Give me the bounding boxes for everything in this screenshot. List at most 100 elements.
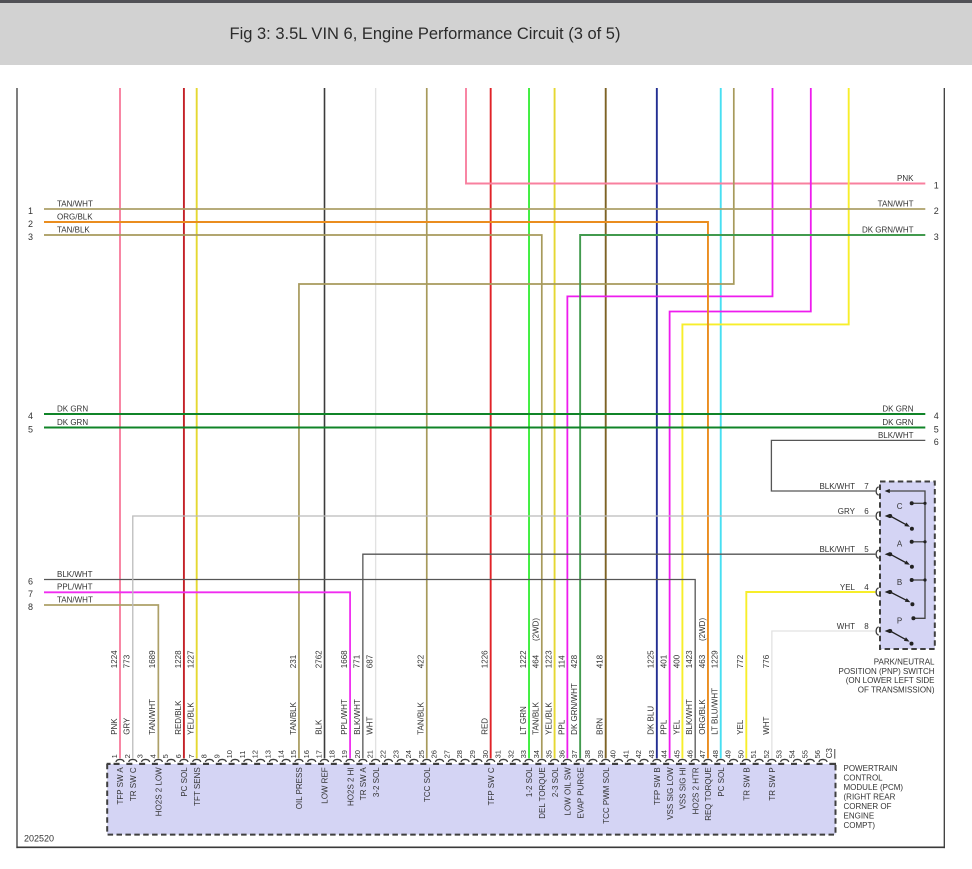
svg-text:3: 3 — [28, 232, 33, 242]
svg-text:8: 8 — [864, 622, 869, 631]
svg-text:4: 4 — [864, 583, 869, 592]
svg-text:6: 6 — [28, 576, 33, 586]
svg-text:TAN/WHT: TAN/WHT — [57, 595, 93, 604]
svg-text:401: 401 — [660, 654, 669, 668]
svg-text:54: 54 — [788, 750, 797, 758]
svg-text:1423: 1423 — [685, 650, 694, 668]
svg-text:418: 418 — [596, 654, 605, 668]
svg-text:45: 45 — [672, 750, 681, 758]
svg-text:43: 43 — [647, 750, 656, 758]
svg-text:12: 12 — [251, 750, 260, 758]
svg-text:1: 1 — [110, 754, 119, 758]
svg-text:50: 50 — [736, 750, 745, 758]
svg-text:LOW OIL SW: LOW OIL SW — [564, 767, 573, 816]
svg-text:DK GRN: DK GRN — [882, 418, 913, 427]
svg-text:(2WD): (2WD) — [532, 618, 541, 641]
svg-text:771: 771 — [353, 654, 362, 668]
svg-text:7: 7 — [187, 754, 196, 758]
svg-text:5: 5 — [864, 545, 869, 554]
svg-text:PARK/NEUTRAL: PARK/NEUTRAL — [874, 658, 935, 667]
svg-text:3: 3 — [934, 232, 939, 242]
svg-text:8: 8 — [200, 754, 209, 758]
svg-text:48: 48 — [711, 750, 720, 758]
svg-text:TAN/BLK: TAN/BLK — [57, 225, 90, 234]
svg-text:42: 42 — [634, 750, 643, 758]
svg-text:ORG/BLK: ORG/BLK — [57, 212, 93, 221]
svg-text:22: 22 — [379, 750, 388, 758]
svg-text:TAN/BLK: TAN/BLK — [417, 701, 426, 734]
svg-text:27: 27 — [442, 750, 451, 758]
svg-text:PPL/WHT: PPL/WHT — [340, 699, 349, 735]
svg-text:TFP SW B: TFP SW B — [653, 767, 662, 805]
svg-text:(RIGHT REAR: (RIGHT REAR — [844, 793, 896, 802]
svg-text:P: P — [897, 617, 902, 626]
svg-text:231: 231 — [289, 654, 298, 668]
svg-text:TAN/BLK: TAN/BLK — [289, 701, 298, 734]
svg-text:TFT SENS: TFT SENS — [193, 767, 202, 806]
svg-text:40: 40 — [609, 750, 618, 758]
svg-text:20: 20 — [353, 750, 362, 758]
svg-text:2: 2 — [28, 219, 33, 229]
svg-text:17: 17 — [315, 750, 324, 758]
svg-text:14: 14 — [276, 750, 285, 758]
svg-text:YEL: YEL — [840, 583, 856, 592]
svg-text:422: 422 — [417, 654, 426, 668]
svg-text:38: 38 — [583, 750, 592, 758]
svg-text:POSITION (PNP) SWITCH: POSITION (PNP) SWITCH — [839, 667, 935, 676]
svg-text:TR SW C: TR SW C — [129, 767, 138, 801]
svg-text:GRY: GRY — [838, 507, 856, 516]
svg-text:1228: 1228 — [174, 650, 183, 668]
svg-text:32: 32 — [506, 750, 515, 758]
svg-text:TFP SW C: TFP SW C — [487, 767, 496, 805]
svg-text:16: 16 — [302, 750, 311, 758]
svg-text:25: 25 — [417, 750, 426, 758]
svg-text:C: C — [897, 502, 903, 511]
svg-text:1689: 1689 — [148, 650, 157, 668]
svg-text:21: 21 — [366, 750, 375, 758]
svg-text:OIL PRESS: OIL PRESS — [295, 767, 304, 809]
svg-text:BLK/WHT: BLK/WHT — [819, 482, 855, 491]
svg-text:9: 9 — [212, 754, 221, 758]
svg-text:52: 52 — [762, 750, 771, 758]
svg-text:44: 44 — [660, 750, 669, 758]
svg-text:MODULE (PCM): MODULE (PCM) — [844, 783, 904, 792]
svg-text:TAN/WHT: TAN/WHT — [148, 699, 157, 735]
svg-text:4: 4 — [28, 411, 33, 421]
svg-text:ORG/BLK: ORG/BLK — [698, 699, 707, 735]
svg-text:23: 23 — [391, 750, 400, 758]
svg-text:PPL: PPL — [557, 719, 566, 735]
svg-text:772: 772 — [736, 654, 745, 668]
svg-text:PPL/WHT: PPL/WHT — [57, 583, 93, 592]
svg-text:BLK/WHT: BLK/WHT — [57, 570, 93, 579]
svg-text:BLK: BLK — [314, 719, 323, 735]
svg-text:TCC SOL: TCC SOL — [423, 767, 432, 802]
svg-text:1223: 1223 — [544, 650, 553, 668]
svg-text:1: 1 — [934, 180, 939, 190]
svg-text:PNK: PNK — [110, 718, 119, 735]
svg-text:15: 15 — [289, 750, 298, 758]
svg-text:18: 18 — [327, 750, 336, 758]
svg-text:1-2 SOL: 1-2 SOL — [525, 767, 534, 797]
svg-text:WHT: WHT — [837, 622, 855, 631]
svg-text:56: 56 — [813, 750, 822, 758]
svg-text:(ON LOWER LEFT SIDE: (ON LOWER LEFT SIDE — [846, 676, 935, 685]
svg-text:RED: RED — [481, 718, 490, 735]
svg-text:(2WD): (2WD) — [698, 618, 707, 641]
svg-text:CONTROL: CONTROL — [844, 774, 884, 783]
svg-text:DK GRN: DK GRN — [57, 404, 88, 413]
svg-text:687: 687 — [366, 654, 375, 668]
svg-text:5: 5 — [934, 424, 939, 434]
svg-text:YEL: YEL — [672, 719, 681, 735]
svg-text:46: 46 — [685, 750, 694, 758]
svg-text:5: 5 — [28, 424, 33, 434]
svg-text:A: A — [897, 540, 903, 549]
svg-text:PPL: PPL — [660, 719, 669, 735]
svg-text:464: 464 — [532, 654, 541, 668]
svg-text:TAN/WHT: TAN/WHT — [57, 199, 93, 208]
svg-text:5: 5 — [161, 754, 170, 758]
svg-text:6: 6 — [174, 754, 183, 758]
svg-text:POWERTRAIN: POWERTRAIN — [844, 764, 898, 773]
svg-text:39: 39 — [596, 750, 605, 758]
svg-text:24: 24 — [404, 750, 413, 758]
svg-text:2: 2 — [934, 206, 939, 216]
